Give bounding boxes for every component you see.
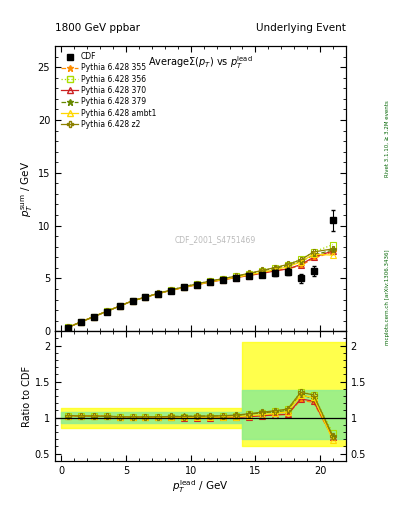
Text: CDF_2001_S4751469: CDF_2001_S4751469 — [174, 236, 255, 244]
Text: 1800 GeV ppbar: 1800 GeV ppbar — [55, 23, 140, 33]
X-axis label: $p_T^{\mathrm{lead}}$ / GeV: $p_T^{\mathrm{lead}}$ / GeV — [172, 478, 229, 495]
Y-axis label: $p_T^{\mathrm{sum}}$ / GeV: $p_T^{\mathrm{sum}}$ / GeV — [20, 160, 35, 217]
Legend: CDF, Pythia 6.428 355, Pythia 6.428 356, Pythia 6.428 370, Pythia 6.428 379, Pyt: CDF, Pythia 6.428 355, Pythia 6.428 356,… — [59, 50, 159, 131]
Y-axis label: Ratio to CDF: Ratio to CDF — [22, 366, 32, 426]
Text: Average$\Sigma(p_T)$ vs $p_T^{\mathrm{lead}}$: Average$\Sigma(p_T)$ vs $p_T^{\mathrm{le… — [148, 55, 253, 72]
Text: mcplots.cern.ch [arXiv:1306.3436]: mcplots.cern.ch [arXiv:1306.3436] — [385, 249, 390, 345]
Text: Rivet 3.1.10, ≥ 3.2M events: Rivet 3.1.10, ≥ 3.2M events — [385, 100, 390, 177]
Text: Underlying Event: Underlying Event — [256, 23, 346, 33]
